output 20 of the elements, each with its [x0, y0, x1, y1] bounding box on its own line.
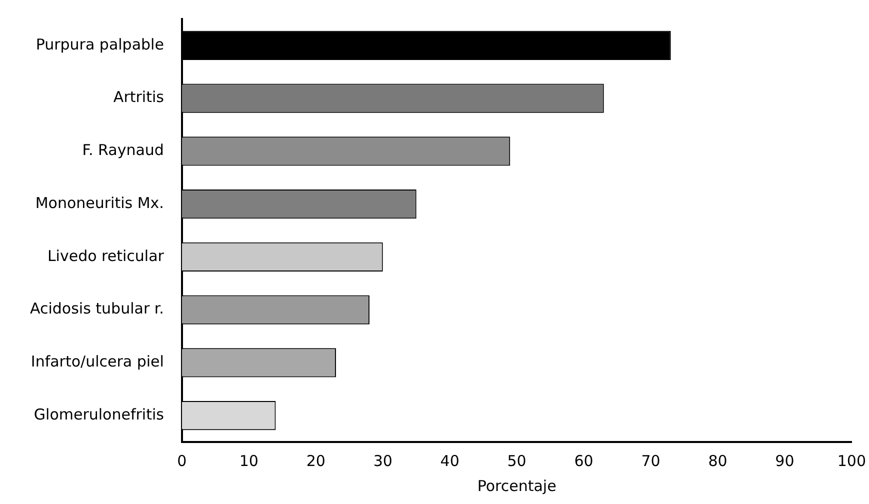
y-tick-label: Livedo reticular	[47, 246, 165, 265]
x-tick-label: 20	[306, 452, 326, 470]
x-tick-label: 30	[373, 452, 392, 470]
x-tick-label: 90	[775, 452, 794, 470]
x-tick-label: 0	[177, 452, 187, 470]
y-tick-label: Purpura palpable	[36, 35, 164, 54]
y-tick-label: Infarto/ulcera piel	[30, 352, 164, 371]
x-tick-label: 80	[708, 452, 728, 470]
y-tick-label: F. Raynaud	[82, 141, 164, 160]
x-tick-label: 70	[641, 452, 660, 470]
x-tick-label: 60	[574, 452, 594, 470]
y-tick-label: Glomerulonefritis	[34, 405, 164, 424]
y-tick-label: Artritis	[113, 88, 164, 106]
x-tick-label: 50	[507, 452, 526, 470]
x-tick-label: 100	[837, 452, 866, 470]
y-tick-label: Acidosis tubular r.	[30, 300, 164, 318]
y-tick-label: Mononeuritis Mx.	[35, 194, 164, 212]
x-tick-label: 10	[239, 452, 258, 470]
x-axis-title: Porcentaje	[477, 476, 556, 495]
x-tick-label: 40	[440, 452, 460, 470]
